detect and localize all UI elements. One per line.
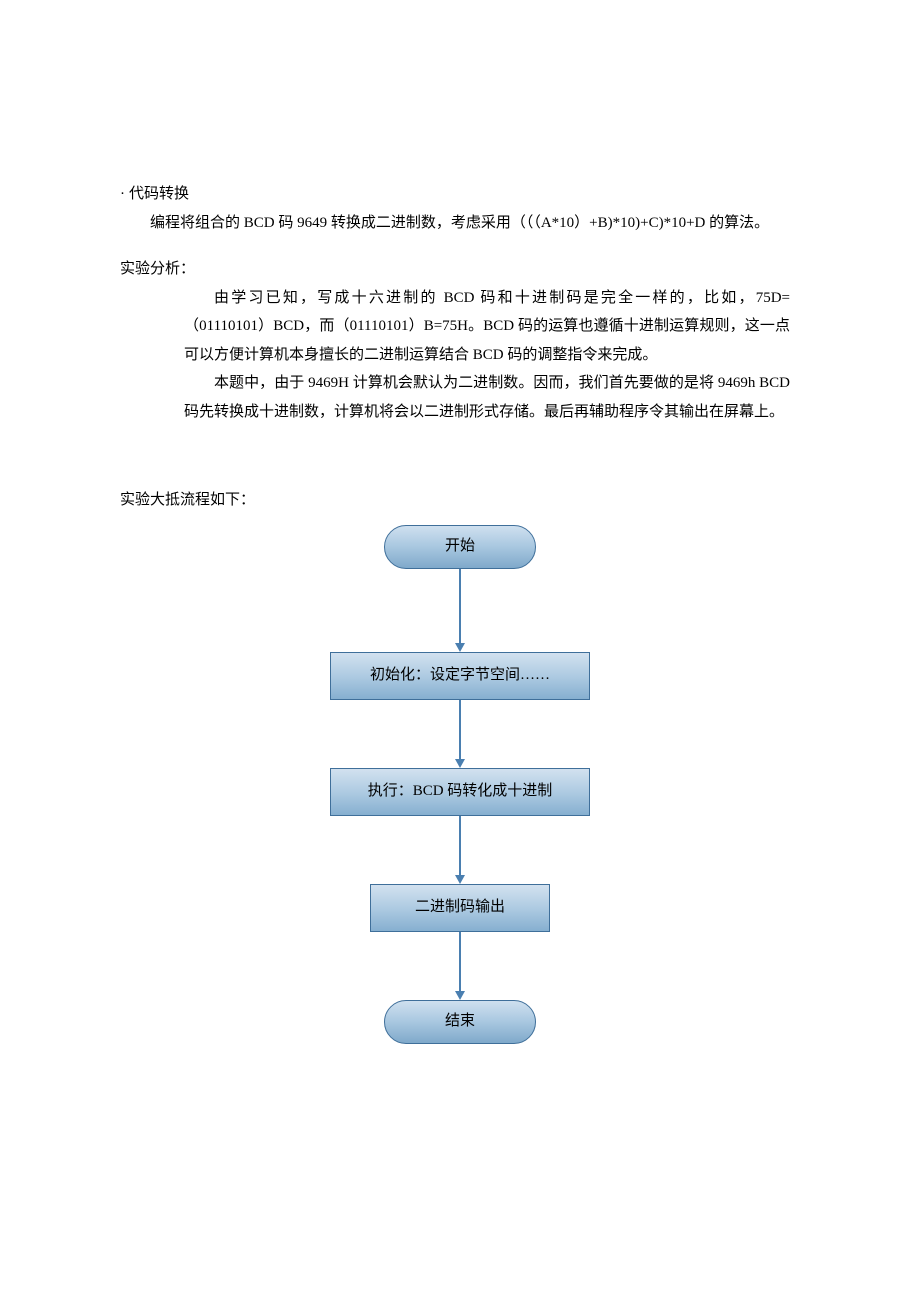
flowchart: 开始 初始化：设定字节空间…… 执行：BCD 码转化成十进制 二进制码输出 结束 — [260, 525, 660, 1044]
bullet-marker: · — [120, 180, 125, 209]
flow-arrow — [455, 569, 465, 652]
flow-node-start: 开始 — [384, 525, 536, 569]
bullet-item: · 代码转换 — [120, 180, 800, 209]
flowchart-title: 实验大抵流程如下： — [120, 486, 800, 515]
flow-arrow — [455, 700, 465, 768]
bullet-title: 代码转换 — [129, 180, 189, 209]
flow-node-end: 结束 — [384, 1000, 536, 1044]
flow-arrow — [455, 816, 465, 884]
flow-arrow — [455, 932, 465, 1000]
flow-node-exec: 执行：BCD 码转化成十进制 — [330, 768, 590, 816]
flow-node-output: 二进制码输出 — [370, 884, 550, 932]
document-page: · 代码转换 编程将组合的 BCD 码 9649 转换成二进制数，考虑采用（（（… — [0, 0, 920, 1104]
flow-node-init: 初始化：设定字节空间…… — [330, 652, 590, 700]
analysis-paragraph-1: 由学习已知，写成十六进制的 BCD 码和十进制码是完全一样的，比如，75D=（0… — [184, 284, 790, 370]
bullet-body: 编程将组合的 BCD 码 9649 转换成二进制数，考虑采用（（（A*10）+B… — [150, 209, 800, 238]
analysis-paragraph-2: 本题中，由于 9469H 计算机会默认为二进制数。因而，我们首先要做的是将 94… — [184, 369, 790, 426]
analysis-title: 实验分析： — [120, 255, 800, 284]
analysis-block: 由学习已知，写成十六进制的 BCD 码和十进制码是完全一样的，比如，75D=（0… — [184, 284, 790, 427]
